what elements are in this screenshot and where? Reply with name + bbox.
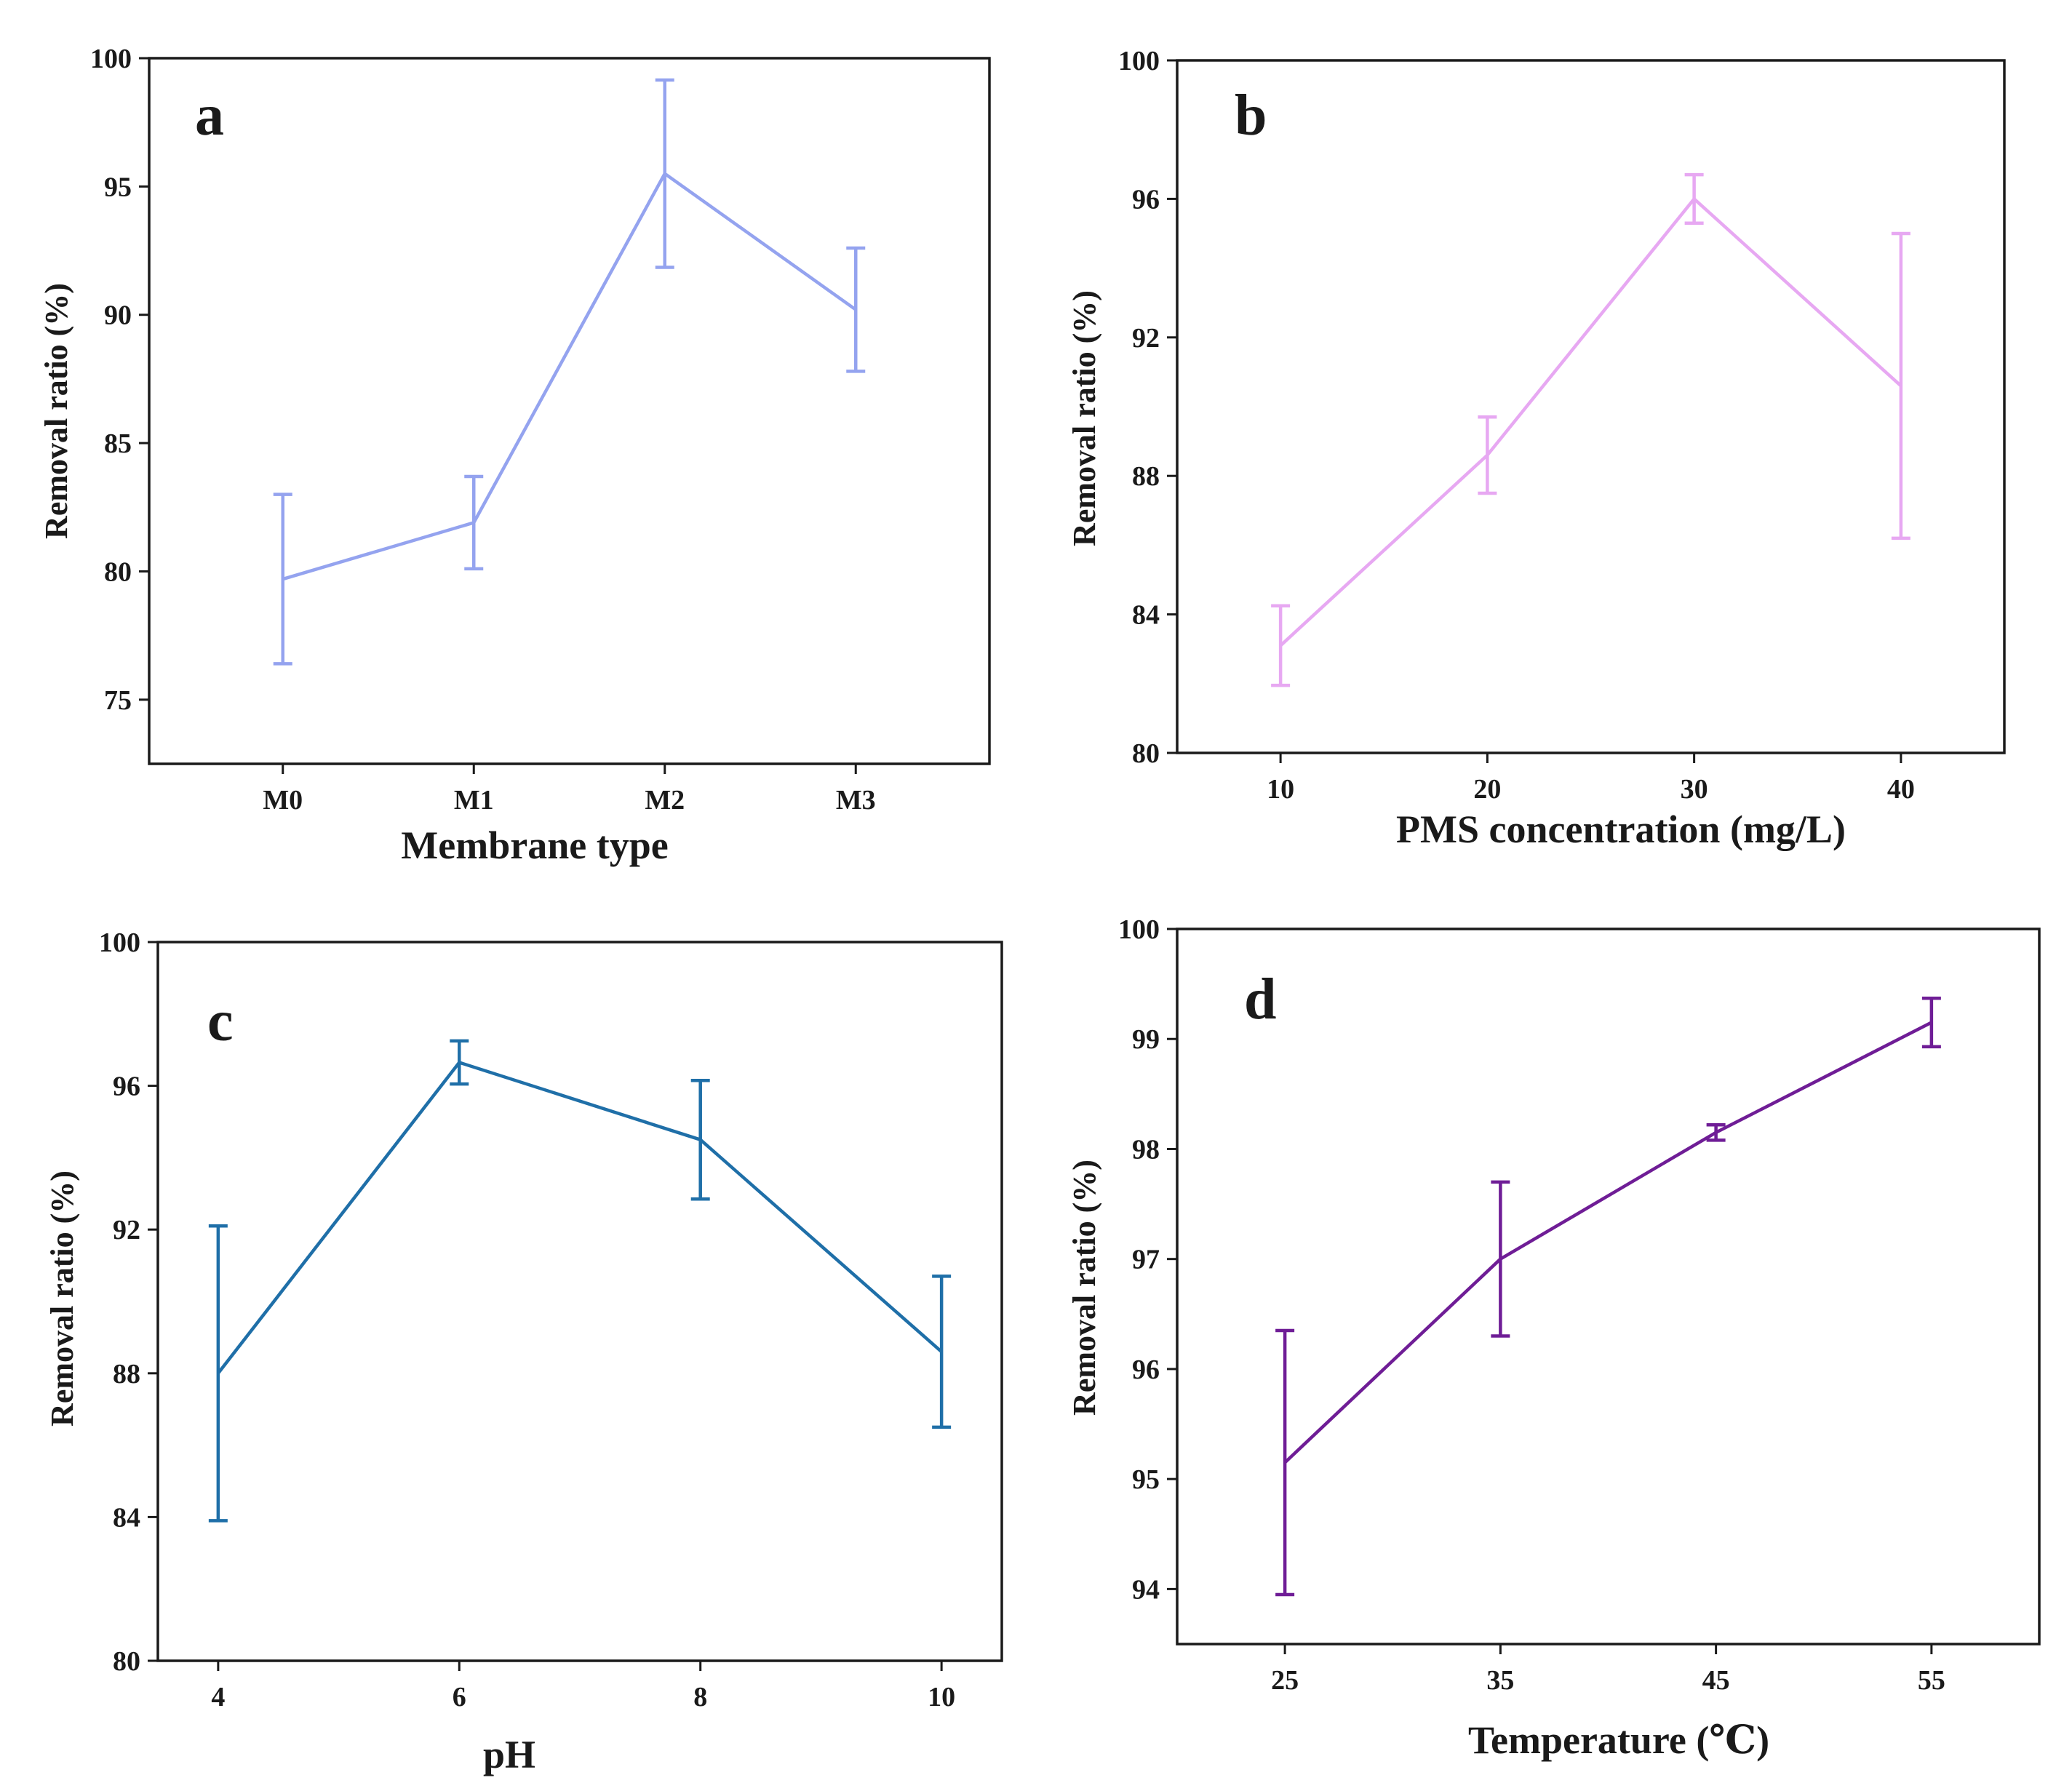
panel-d-series-line [1283, 1021, 1932, 1464]
panel-a-x-tick-label: M2 [645, 785, 685, 815]
panel-a-y-tick-label: 95 [104, 172, 132, 202]
panel-b-x-tick-label: 40 [1887, 774, 1915, 805]
panel-a-x-tick-label: M3 [836, 785, 876, 815]
panel-d-error-bar [1706, 1122, 1726, 1142]
panel-b-y-tick-label: 88 [1132, 461, 1160, 492]
panel-d-error-bar [1275, 1328, 1295, 1597]
panel-b-x-tick-label: 10 [1267, 774, 1294, 805]
panel-a-y-tick-label: 90 [104, 300, 132, 331]
panel-a-series [273, 78, 866, 666]
panel-d-y-tick-label: 100 [1118, 914, 1160, 945]
panel-c-series-line [217, 1061, 943, 1375]
panel-d-x-tick-label: 55 [1918, 1665, 1945, 1696]
panel-d-y-tick-label: 94 [1132, 1574, 1160, 1605]
panel-a-y-axis-title: Removal ratio (%) [39, 283, 74, 539]
panel-d-x-tick-label: 25 [1271, 1665, 1299, 1696]
panel-d-y-tick-label: 97 [1132, 1245, 1160, 1275]
panel-c-x-axis: 4 6 8 10 [211, 1661, 955, 1712]
panel-c-x-tick-label: 6 [453, 1682, 466, 1712]
panel-b-x-axis: 10 20 30 40 [1267, 753, 1915, 805]
panel-d-error-bar [1491, 1180, 1510, 1338]
panel-b-y-tick-label: 84 [1132, 600, 1160, 631]
panel-b-x-tick-label: 30 [1681, 774, 1708, 805]
panel-b-x-tick-label: 20 [1473, 774, 1501, 805]
panel-b-y-tick-label: 92 [1132, 323, 1160, 354]
panel-d-x-axis-title: Temperature (℃) [1468, 1718, 1769, 1762]
panel-c-y-tick-label: 88 [113, 1359, 140, 1389]
panel-a-y-axis: 75 80 85 90 95 100 [90, 44, 149, 716]
panel-a-error-bar [655, 78, 674, 269]
panel-a-error-bar [273, 492, 292, 666]
panel-a-x-axis-title: Membrane type [401, 823, 668, 867]
panel-c-y-tick-label: 100 [99, 928, 140, 958]
panel-c-error-bar [450, 1039, 469, 1086]
panel-d-error-bar [1921, 997, 1941, 1049]
panel-d-y-tick-label: 98 [1132, 1134, 1160, 1165]
panel-b-y-tick-label: 96 [1132, 184, 1160, 215]
panel-a-x-tick-label: M0 [263, 785, 303, 815]
panel-d-y-tick-label: 96 [1132, 1355, 1160, 1385]
panel-a-error-bar [846, 246, 866, 373]
panel-b-error-bar [1271, 604, 1291, 687]
panel-b-chart: 80 84 88 92 96 100 10 20 30 40 b Removal ratio (… [1067, 46, 2006, 851]
panel-b-plot-frame [1176, 59, 2006, 754]
panel-b-y-tick-label: 80 [1132, 738, 1160, 769]
panel-a-error-bar [464, 474, 484, 571]
panel-c-x-tick-label: 4 [211, 1682, 225, 1712]
panel-c-y-tick-label: 92 [113, 1215, 140, 1245]
panel-c-y-axis: 80 84 88 92 96 100 [99, 928, 158, 1677]
panel-c-letter: c [207, 989, 234, 1053]
panel-a-x-axis: M0 M1 M2 M3 [263, 764, 876, 815]
panel-b-error-bar [1891, 231, 1910, 541]
panel-d-series [1275, 997, 1941, 1597]
panel-a-y-tick-label: 75 [104, 685, 132, 716]
panel-b-y-tick-label: 100 [1118, 46, 1160, 76]
panel-c-y-tick-label: 84 [113, 1502, 140, 1533]
panel-d-x-tick-label: 35 [1486, 1665, 1514, 1696]
panel-d-letter: d [1244, 968, 1277, 1032]
panel-b-letter: b [1235, 84, 1267, 148]
panel-d-y-tick-label: 95 [1132, 1464, 1160, 1495]
panel-b-series-line [1279, 197, 1902, 647]
panel-d-x-axis: 25 35 45 55 [1271, 1644, 1945, 1696]
panel-a-letter: a [195, 84, 224, 148]
panel-d-x-tick-label: 45 [1702, 1665, 1730, 1696]
panel-d-y-axis: 94 95 96 97 98 99 100 [1118, 914, 1177, 1605]
panel-c-x-axis-title: pH [483, 1733, 535, 1776]
panel-d-chart: 94 95 96 97 98 99 100 25 35 45 55 d Removal ratio… [1067, 914, 2041, 1762]
panel-c-y-tick-label: 96 [113, 1072, 140, 1102]
panel-c-y-axis-title: Removal ratio (%) [44, 1170, 80, 1427]
panel-a-y-tick-label: 80 [104, 557, 132, 587]
panel-c-x-tick-label: 10 [928, 1682, 955, 1712]
panel-b-y-axis: 80 84 88 92 96 100 [1118, 46, 1177, 769]
panel-c-error-bar [208, 1224, 228, 1523]
panel-c-x-tick-label: 8 [693, 1682, 707, 1712]
panel-c-error-bar [932, 1275, 952, 1429]
panel-d-plot-frame [1176, 928, 2041, 1646]
panel-a-series-line [282, 172, 857, 581]
panel-b-y-axis-title: Removal ratio (%) [1067, 290, 1102, 546]
panel-d-y-axis-title: Removal ratio (%) [1067, 1160, 1102, 1416]
panel-c-plot-frame [156, 941, 1003, 1662]
panel-c-error-bar [690, 1078, 710, 1201]
panel-c-series [208, 1039, 952, 1523]
panel-a-plot-frame [148, 57, 991, 765]
panel-a-y-tick-label: 100 [90, 44, 132, 74]
panel-d-y-tick-label: 99 [1132, 1024, 1160, 1055]
panel-b-x-axis-title: PMS concentration (mg/L) [1396, 807, 1846, 851]
panel-a-chart: 75 80 85 90 95 100 M0 M1 M2 M3 a Removal ratio (… [39, 44, 991, 867]
panel-b-error-bar [1684, 172, 1704, 225]
panel-b-series [1271, 172, 1910, 687]
panel-a-y-tick-label: 85 [104, 428, 132, 459]
panel-c-y-tick-label: 80 [113, 1646, 140, 1677]
panel-b-error-bar [1478, 415, 1497, 495]
panel-a-x-tick-label: M1 [454, 785, 494, 815]
